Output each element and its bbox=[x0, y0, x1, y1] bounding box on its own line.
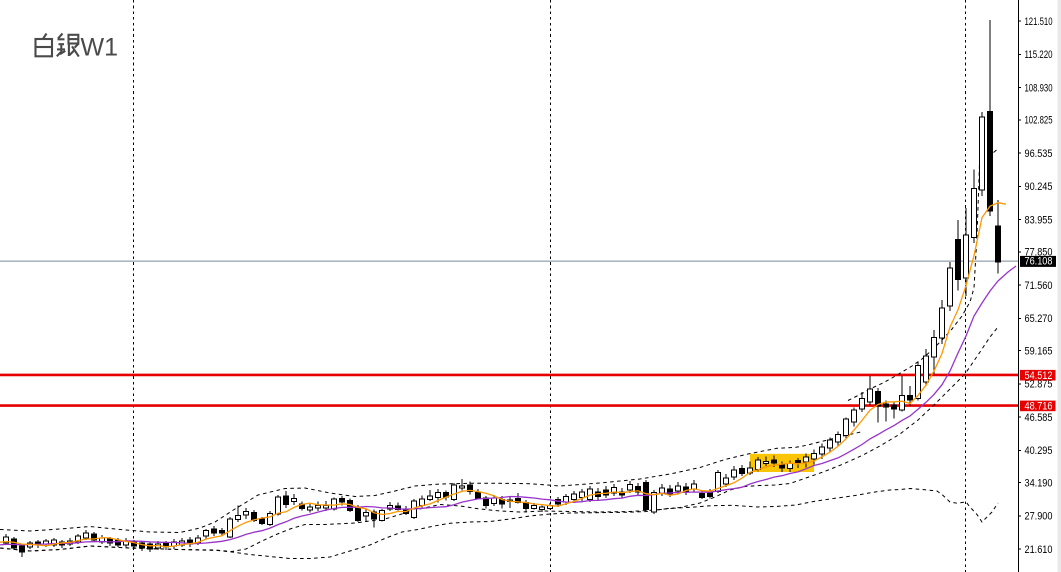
svg-text:40.295: 40.295 bbox=[1025, 445, 1053, 457]
svg-text:71.560: 71.560 bbox=[1025, 280, 1053, 292]
svg-text:48.716: 48.716 bbox=[1025, 401, 1053, 413]
svg-text:52.875: 52.875 bbox=[1025, 379, 1053, 391]
svg-text:65.270: 65.270 bbox=[1025, 313, 1053, 325]
svg-text:21.610: 21.610 bbox=[1025, 544, 1053, 556]
svg-text:27.900: 27.900 bbox=[1025, 511, 1053, 523]
svg-text:83.955: 83.955 bbox=[1025, 215, 1053, 227]
svg-text:96.535: 96.535 bbox=[1025, 148, 1053, 160]
svg-text:76.108: 76.108 bbox=[1025, 256, 1053, 268]
svg-text:W1: W1 bbox=[81, 34, 119, 62]
svg-text:115.220: 115.220 bbox=[1025, 49, 1053, 61]
svg-text:59.165: 59.165 bbox=[1025, 345, 1053, 357]
svg-text:54.512: 54.512 bbox=[1025, 370, 1053, 382]
svg-text:90.245: 90.245 bbox=[1025, 181, 1053, 193]
svg-text:108.930: 108.930 bbox=[1025, 83, 1053, 95]
svg-text:102.825: 102.825 bbox=[1025, 115, 1053, 127]
svg-text:34.190: 34.190 bbox=[1025, 477, 1053, 489]
svg-text:46.585: 46.585 bbox=[1025, 412, 1053, 424]
svg-text:77.850: 77.850 bbox=[1025, 247, 1053, 259]
svg-text:121.510: 121.510 bbox=[1025, 16, 1053, 28]
